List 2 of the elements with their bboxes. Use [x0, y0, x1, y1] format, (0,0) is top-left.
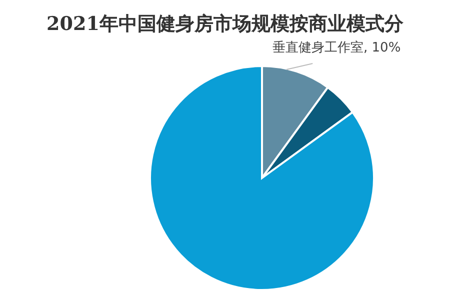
chart-title: 2021年中国健身房市场规模按商业模式分: [46, 13, 404, 35]
slice-label: 垂直健身工作室, 10%: [272, 39, 401, 56]
